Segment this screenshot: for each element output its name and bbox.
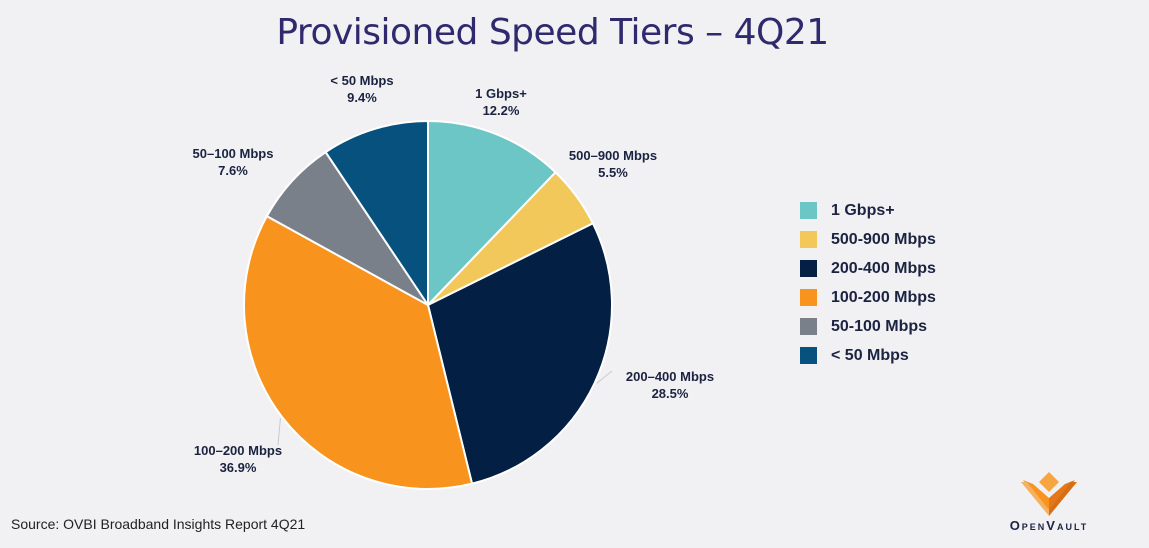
- slice-value-0: 12.2%: [483, 103, 520, 118]
- legend-item-2: 200-400 Mbps: [800, 254, 936, 283]
- legend-swatch: [800, 231, 817, 248]
- source-note: Source: OVBI Broadband Insights Report 4…: [11, 516, 306, 532]
- legend-label: < 50 Mbps: [831, 346, 909, 364]
- slice-label-5: < 50 Mbps: [330, 73, 393, 88]
- legend-swatch: [800, 347, 817, 364]
- legend-label: 1 Gbps+: [831, 201, 895, 219]
- legend-label: 500-900 Mbps: [831, 230, 936, 248]
- legend-swatch: [800, 318, 817, 335]
- openvault-logo: OpenVault: [993, 470, 1105, 536]
- legend-item-0: 1 Gbps+: [800, 196, 936, 225]
- slice-label-0: 1 Gbps+: [475, 86, 527, 101]
- slice-value-4: 7.6%: [218, 163, 248, 178]
- chart-legend: 1 Gbps+ 500-900 Mbps 200-400 Mbps 100-200 M…: [800, 196, 936, 370]
- pie-slice-3: [243, 214, 474, 490]
- logo-wordmark: OpenVault: [1009, 518, 1089, 533]
- legend-swatch: [800, 202, 817, 219]
- legend-label: 200-400 Mbps: [831, 259, 936, 277]
- legend-label: 50-100 Mbps: [831, 317, 928, 335]
- slice-value-1: 5.5%: [598, 165, 628, 180]
- chart-title: Provisioned Speed Tiers – 4Q21: [276, 12, 829, 53]
- slice-label-1: 500–900 Mbps: [569, 148, 657, 163]
- slice-label-3: 100–200 Mbps: [194, 443, 282, 458]
- legend-item-5: < 50 Mbps: [800, 341, 936, 370]
- slice-value-3: 36.9%: [220, 460, 257, 475]
- legend-swatch: [800, 289, 817, 306]
- leader-line-2: [596, 370, 613, 384]
- pie-slice-2: [426, 222, 613, 485]
- legend-item-1: 500-900 Mbps: [800, 225, 936, 254]
- slice-value-2: 28.5%: [652, 386, 689, 401]
- legend-item-4: 50-100 Mbps: [800, 312, 936, 341]
- legend-label: 100-200 Mbps: [831, 288, 936, 306]
- leader-line-3: [277, 418, 281, 446]
- openvault-logo-icon: [1021, 472, 1077, 516]
- slice-value-5: 9.4%: [347, 90, 377, 105]
- pie-slice-5: [324, 119, 429, 309]
- legend-swatch: [800, 260, 817, 277]
- legend-item-3: 100-200 Mbps: [800, 283, 936, 312]
- slice-label-4: 50–100 Mbps: [193, 146, 274, 161]
- slice-label-2: 200–400 Mbps: [626, 369, 714, 384]
- pie-slice-0: [427, 119, 557, 308]
